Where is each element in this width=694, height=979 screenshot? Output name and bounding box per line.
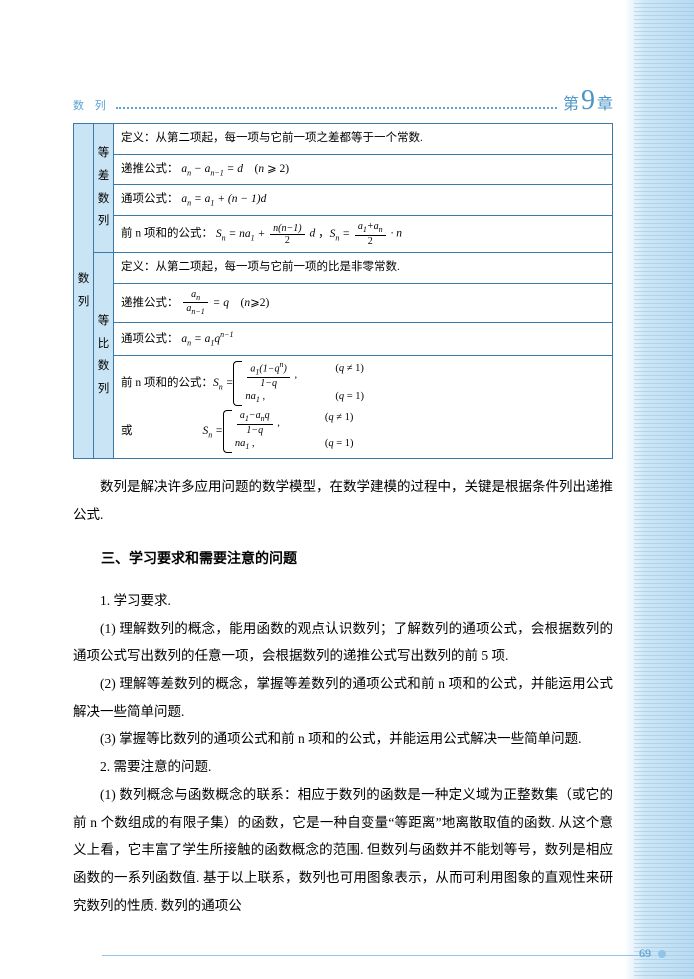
geom-sum-cell: 前 n 项和的公式： Sn = a1(1−qn)1−q ,(q ≠ 1) na1… (114, 355, 613, 458)
chapter-number: 9 (581, 85, 595, 117)
p6: (1) 数列概念与函数概念的联系：相应于数列的函数是一种定义域为正整数集（或它的… (73, 781, 613, 919)
geom-label-cell: 等比数列 (94, 253, 114, 459)
page-header: 数 列 第 9 章 (73, 85, 613, 117)
section-title: 三、学习要求和需要注意的问题 (73, 546, 613, 575)
arith-sum-cell: 前 n 项和的公式： Sn = na1 + n(n−1)2 d ，Sn = a1… (114, 216, 613, 253)
page-content: 数 列 第 9 章 数列 等差数列 定义：从第二项起，每一项与它前一项之差都等于… (73, 85, 613, 919)
body-text: 数列是解决许多应用问题的数学模型，在数学建模的过程中，关键是根据条件列出递推公式… (73, 473, 613, 919)
p5: 2. 需要注意的问题. (73, 753, 613, 781)
or-label: 或 (121, 422, 133, 442)
recur-label-2: 递推公式： (121, 297, 179, 309)
right-lines-decoration (634, 0, 694, 979)
arith-def-cell: 定义：从第二项起，每一项与它前一项之差都等于一个常数. (114, 124, 613, 155)
p4: (3) 掌握等比数列的通项公式和前 n 项和的公式，并能运用公式解决一些简单问题… (73, 725, 613, 753)
page-number-text: 69 (639, 946, 651, 960)
geom-recur-cell: 递推公式： anan−1 = q (n⩾2) (114, 283, 613, 323)
summary-table: 数列 等差数列 定义：从第二项起，每一项与它前一项之差都等于一个常数. 递推公式… (73, 123, 613, 459)
arith-general-cell: 通项公式： an = a1 + (n − 1)d (114, 185, 613, 216)
chapter-prefix: 第 (563, 90, 579, 114)
sum-prefix: 前 n 项和的公式： (121, 228, 213, 240)
p1: 1. 学习要求. (73, 587, 613, 615)
intro-paragraph: 数列是解决许多应用问题的数学模型，在数学建模的过程中，关键是根据条件列出递推公式… (73, 473, 613, 528)
breadcrumb: 数 列 (73, 97, 110, 113)
general-label-2: 通项公式： (121, 333, 179, 345)
recur-label: 递推公式： (121, 163, 179, 175)
general-label: 通项公式： (121, 193, 179, 205)
page-number: 69 (639, 946, 666, 961)
sum-prefix-2: 前 n 项和的公式： (121, 374, 213, 394)
page-number-dot (658, 950, 666, 958)
chapter-suffix: 章 (597, 90, 613, 114)
p3: (2) 理解等差数列的概念，掌握等差数列的通项公式和前 n 项和的公式，并能运用… (73, 670, 613, 725)
arith-recur-cell: 递推公式： an − an−1 = d (n ⩾ 2) (114, 154, 613, 185)
outer-label-cell: 数列 (74, 124, 94, 459)
footer-line (102, 955, 652, 956)
p2: (1) 理解数列的概念，能用函数的观点认识数列；了解数列的通项公式，会根据数列的… (73, 615, 613, 670)
geom-general-cell: 通项公式： an = a1qn−1 (114, 323, 613, 356)
arith-label-cell: 等差数列 (94, 124, 114, 253)
geom-def-cell: 定义：从第二项起，每一项与它前一项的比是非零常数. (114, 253, 613, 284)
header-dots (116, 107, 557, 109)
